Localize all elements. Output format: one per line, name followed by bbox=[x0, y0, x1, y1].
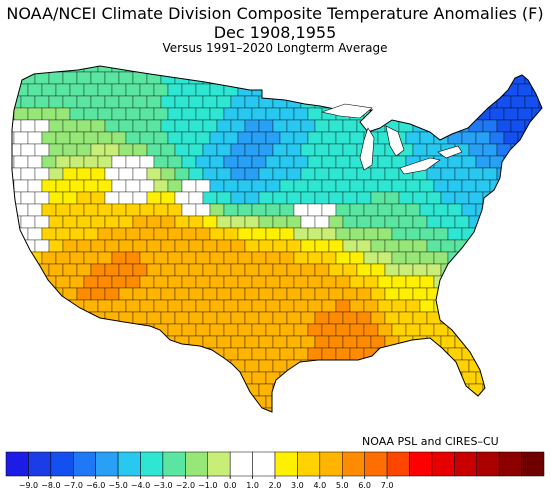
colorbar-tick-label: −6.0 bbox=[86, 481, 105, 490]
colorbar-bin bbox=[50, 451, 74, 477]
colorbar-bin bbox=[185, 451, 208, 477]
colorbar-tick-label: −3.0 bbox=[153, 481, 172, 490]
colorbar-ticks: −9.0 −8.0 −7.0 −6.0 −5.0 −4.0 −3.0 −2.0 −1.0 0.0 1… bbox=[19, 476, 394, 490]
colorbar-tick-label: 3.0 bbox=[291, 481, 304, 490]
colorbar-bin bbox=[28, 451, 52, 477]
colorbar-bin bbox=[454, 451, 478, 477]
us-climate-division-map bbox=[11, 65, 543, 413]
colorbar-bin bbox=[364, 451, 388, 477]
colorbar-bin bbox=[117, 451, 141, 477]
colorbar-tick-label: 0.0 bbox=[224, 481, 237, 490]
colorbar-bin bbox=[274, 451, 298, 477]
colorbar-bin bbox=[431, 451, 455, 477]
colorbar-bin bbox=[207, 451, 231, 477]
credit-text: NOAA PSL and CIRES–CU bbox=[362, 435, 499, 448]
colorbar-tick-label: 4.0 bbox=[313, 481, 326, 490]
colorbar-tick-label: −9.0 bbox=[19, 481, 38, 490]
colorbar-bin bbox=[386, 451, 410, 477]
colorbar-bin bbox=[73, 451, 96, 477]
colorbar-tick-label: −4.0 bbox=[131, 481, 150, 490]
colorbar-tick-label: −1.0 bbox=[198, 481, 217, 490]
map-baseline: Versus 1991–2020 Longterm Average bbox=[162, 41, 388, 55]
great-lakes bbox=[320, 103, 463, 175]
colorbar-bin bbox=[5, 451, 29, 477]
colorbar-bin bbox=[409, 451, 433, 477]
colorbar-bin bbox=[95, 451, 119, 477]
map-period: Dec 1908,1955 bbox=[213, 23, 337, 42]
map-title: NOAA/NCEI Climate Division Composite Tem… bbox=[6, 4, 544, 23]
colorbar-tick-label: −2.0 bbox=[176, 481, 195, 490]
colorbar-tick-label: 5.0 bbox=[336, 481, 349, 490]
colorbar-bin bbox=[319, 451, 343, 477]
colorbar-bin bbox=[521, 451, 545, 477]
colorbar-tick-label: −7.0 bbox=[64, 481, 83, 490]
colorbar-bins bbox=[5, 451, 545, 477]
colorbar-bin bbox=[140, 451, 164, 477]
colorbar-bin bbox=[342, 451, 365, 477]
colorbar-bin bbox=[498, 451, 522, 477]
colorbar-bin bbox=[297, 451, 321, 477]
colorbar-bin bbox=[476, 451, 500, 477]
colorbar-tick-label: 6.0 bbox=[358, 481, 371, 490]
colorbar-tick-label: 2.0 bbox=[269, 481, 282, 490]
colorbar-tick-label: 7.0 bbox=[381, 481, 394, 490]
colorbar-bin bbox=[162, 451, 186, 477]
colorbar-tick-label: 1.0 bbox=[246, 481, 259, 490]
colorbar-tick-label: −5.0 bbox=[108, 481, 127, 490]
colorbar-bin bbox=[252, 451, 276, 477]
colorbar-bin bbox=[229, 451, 253, 477]
colorbar-tick-label: −8.0 bbox=[41, 481, 60, 490]
